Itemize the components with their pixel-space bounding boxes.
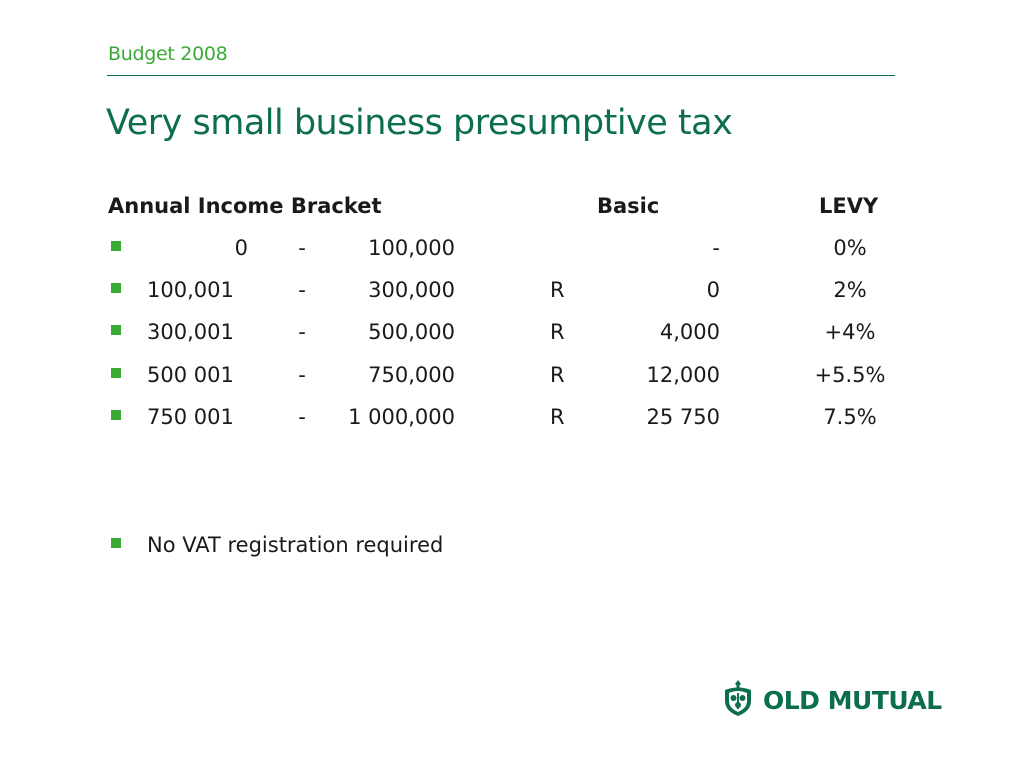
row-to: 100,000 (368, 236, 455, 260)
row-basic: 0 (706, 278, 720, 302)
row-levy: +4% (824, 320, 876, 344)
bullet-icon (111, 325, 121, 335)
row-basic: - (712, 236, 720, 260)
row-levy: 2% (833, 278, 867, 302)
row-from: 500 001 (147, 363, 234, 387)
row-dash: - (298, 320, 306, 344)
old-mutual-logo: OLD MUTUAL (721, 680, 942, 720)
row-currency: R (550, 278, 565, 302)
row-to: 500,000 (368, 320, 455, 344)
header-label: Budget 2008 (108, 43, 228, 65)
page-title: Very small business presumptive tax (106, 103, 733, 143)
row-levy: 7.5% (823, 405, 877, 429)
note-text: No VAT registration required (147, 533, 444, 557)
row-basic: 4,000 (659, 320, 720, 344)
row-to: 750,000 (368, 363, 455, 387)
bullet-icon (111, 241, 121, 251)
row-from: 750 001 (147, 405, 234, 429)
row-currency: R (550, 405, 565, 429)
header-bracket: Annual Income Bracket (108, 194, 382, 218)
row-currency: R (550, 320, 565, 344)
row-from: 0 (234, 236, 248, 260)
row-from: 100,001 (147, 278, 234, 302)
row-basic: 25 750 (646, 405, 720, 429)
row-dash: - (298, 278, 306, 302)
header-rule (107, 75, 895, 76)
row-currency: R (550, 363, 565, 387)
header-basic: Basic (597, 194, 660, 218)
header-levy: LEVY (819, 194, 879, 218)
row-levy: 0% (833, 236, 867, 260)
old-mutual-crest-icon (721, 679, 755, 721)
row-to: 1 000,000 (348, 405, 455, 429)
bullet-icon (111, 368, 121, 378)
bullet-icon (111, 410, 121, 420)
row-dash: - (298, 236, 306, 260)
bullet-icon (111, 538, 121, 548)
row-dash: - (298, 405, 306, 429)
row-to: 300,000 (368, 278, 455, 302)
row-dash: - (298, 363, 306, 387)
row-from: 300,001 (147, 320, 234, 344)
bullet-icon (111, 283, 121, 293)
row-levy: +5.5% (814, 363, 886, 387)
logo-text: OLD MUTUAL (763, 685, 942, 715)
row-basic: 12,000 (646, 363, 720, 387)
